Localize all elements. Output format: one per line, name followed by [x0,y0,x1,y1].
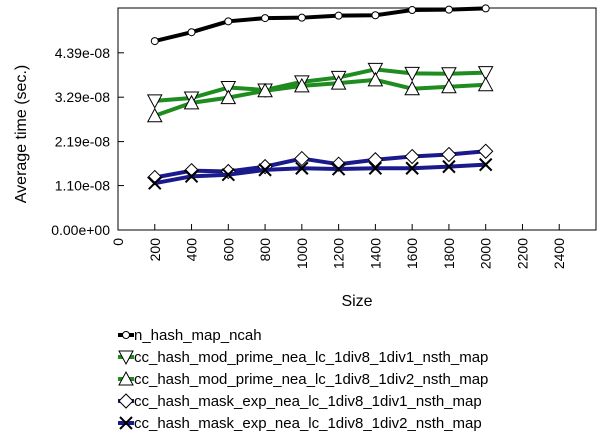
x-axis-title: Size [341,293,372,310]
data-point [477,66,494,81]
series-1 [150,4,490,46]
data-point [481,4,490,13]
data-point [334,11,343,20]
data-point [187,28,196,37]
data-point [148,176,162,190]
x-tick-label: 400 [184,238,200,262]
series-line [154,149,486,180]
y-axis: 0.00e+00 1.10e-08 2.19e-08 3.29e-08 4.39e-08 [51,45,124,238]
data-point [444,5,453,14]
x-tick-label: 2200 [514,238,530,269]
data-point [257,82,273,98]
legend-marker [118,350,134,366]
data-point [294,77,310,93]
y-tick-label: 2.19e-08 [55,134,110,150]
legend-label: cc_hash_mask_exp_nea_lc_1div8_1div2_nsth… [134,415,482,432]
x-tick-label: 1600 [404,238,420,269]
series-4 [147,143,494,186]
y-axis-title: Average time (sec.) [13,65,30,203]
data-point [183,94,200,110]
x-axis: 0 200 400 600 800 1000 1200 1400 1600 1800 2000 220… [110,224,567,269]
legend-item: n_hash_map_ncah [118,327,262,344]
legend-label: cc_hash_mod_prime_nea_lc_1div8_1div1_nst… [134,349,488,366]
legend-item: cc_hash_mask_exp_nea_lc_1div8_1div2_nsth… [118,415,482,432]
series-5 [148,157,493,190]
x-tick-label: 200 [147,238,163,262]
data-point [220,81,237,96]
y-tick-label: 4.39e-08 [55,45,110,61]
data-point [261,14,270,23]
x-tick-label: 1200 [331,238,347,269]
x-tick-label: 2000 [478,238,494,269]
data-point [224,17,233,26]
legend-marker [118,393,134,409]
y-tick-label: 1.10e-08 [55,178,110,194]
legend-marker [122,331,130,339]
data-point [405,161,419,175]
legend-item: cc_hash_mask_exp_nea_lc_1div8_1div1_nsth… [118,393,482,410]
data-point [404,148,420,165]
data-point [371,11,380,20]
data-point [258,163,272,177]
y-tick-label: 0.00e+00 [51,222,110,238]
legend-label: n_hash_map_ncah [134,327,262,344]
x-tick-label: 1000 [294,238,310,269]
data-point [477,143,494,159]
data-point [441,67,457,82]
data-point [404,80,420,96]
x-tick-label: 1800 [441,238,457,269]
legend-marker [119,416,133,430]
data-point [441,146,457,163]
series-layer [146,4,494,190]
series-line [154,67,486,103]
data-point [331,162,346,176]
x-tick-label: 600 [220,238,236,262]
legend-item: cc_hash_mod_prime_nea_lc_1div8_1div1_nst… [118,349,488,366]
legend-marker [118,370,134,386]
data-point [408,6,417,15]
legend: n_hash_map_ncah cc_hash_mod_prime_nea_lc_… [118,327,488,432]
legend-label: cc_hash_mask_exp_nea_lc_1div8_1div1_nsth… [134,393,482,410]
series-line [154,6,486,44]
data-point [146,94,163,109]
plot-area [117,7,597,231]
series-3 [146,71,494,123]
x-tick-label: 800 [257,238,273,262]
data-point [330,75,347,90]
data-point [220,89,237,105]
x-tick-label: 1400 [367,238,383,269]
data-point [441,78,457,94]
data-point [477,76,494,92]
data-point [368,161,383,175]
series-line [154,77,486,118]
data-point [442,159,456,174]
data-point [221,167,236,182]
legend-item: cc_hash_mod_prime_nea_lc_1div8_1div2_nst… [118,370,488,388]
data-point [150,37,159,46]
data-point [295,161,309,175]
data-point [146,107,163,123]
data-point [297,13,306,22]
data-point [294,150,310,167]
series-line [154,162,486,186]
plot-border [117,7,597,231]
legend-label: cc_hash_mod_prime_nea_lc_1div8_1div2_nst… [134,371,488,388]
x-tick-label: 2400 [551,238,567,269]
data-point [367,62,384,78]
y-tick-label: 3.29e-08 [55,89,110,105]
data-point [184,169,199,184]
data-point [404,66,420,82]
data-point [478,157,493,172]
x-tick-label: 0 [110,238,126,246]
data-point [367,71,384,87]
